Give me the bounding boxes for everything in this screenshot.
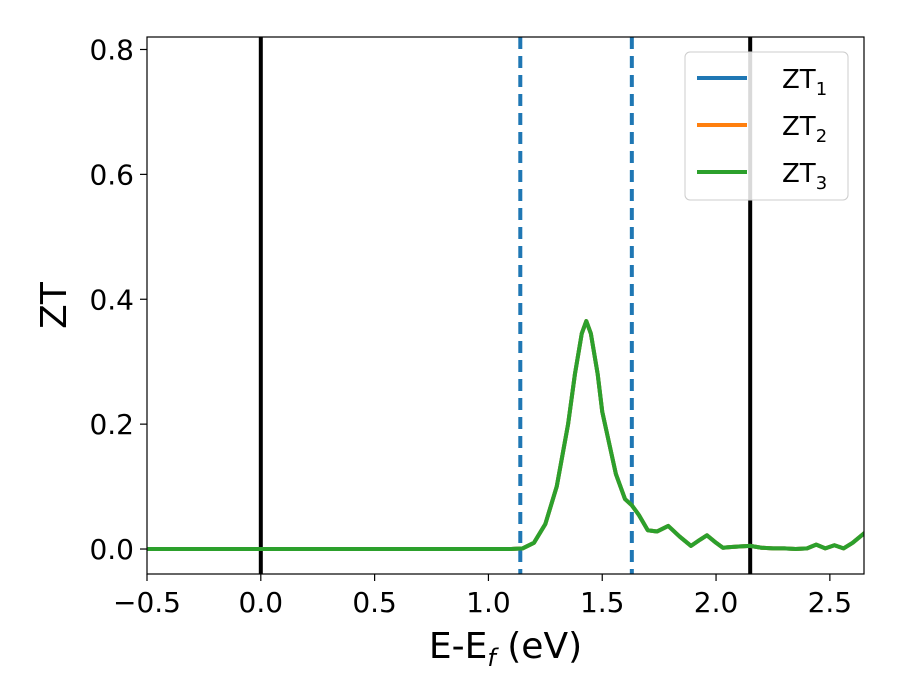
vertical-lines [258,37,753,574]
y-tick-label: 0.4 [89,283,134,316]
y-axis-label: ZT [34,281,75,329]
axes-frame [146,36,865,575]
y-tick-label: 0.8 [89,33,134,66]
legend-label-1: ZT1 [782,65,827,100]
y-tick-label: 0.2 [89,408,134,441]
y-tick-label: 0.0 [89,533,134,566]
y-tick-label: 0.6 [89,158,134,191]
y-axis: 0.0 0.2 0.4 0.6 0.8 [89,33,147,566]
series-line-3 [147,319,864,552]
x-tick-label: 1.0 [466,586,511,619]
x-tick-label: 0.0 [239,586,284,619]
x-axis-label: E-Ef (eV) [429,626,582,672]
series-line-2 [147,319,864,552]
legend-label-2: ZT2 [782,112,827,147]
x-tick-label: 2.0 [694,586,739,619]
x-tick-label: 1.5 [580,586,625,619]
series-layer [147,319,864,552]
series-line-1 [147,319,864,552]
x-tick-label: 2.5 [808,586,853,619]
legend-box [684,51,849,201]
x-tick-label: −0.5 [113,586,181,619]
legend: ZT1 ZT2 ZT3 [684,51,849,201]
legend-label-3: ZT3 [782,159,827,194]
x-tick-label: 0.5 [352,586,397,619]
x-axis: −0.5 0.0 0.5 1.0 1.5 2.0 2.5 [113,574,852,619]
